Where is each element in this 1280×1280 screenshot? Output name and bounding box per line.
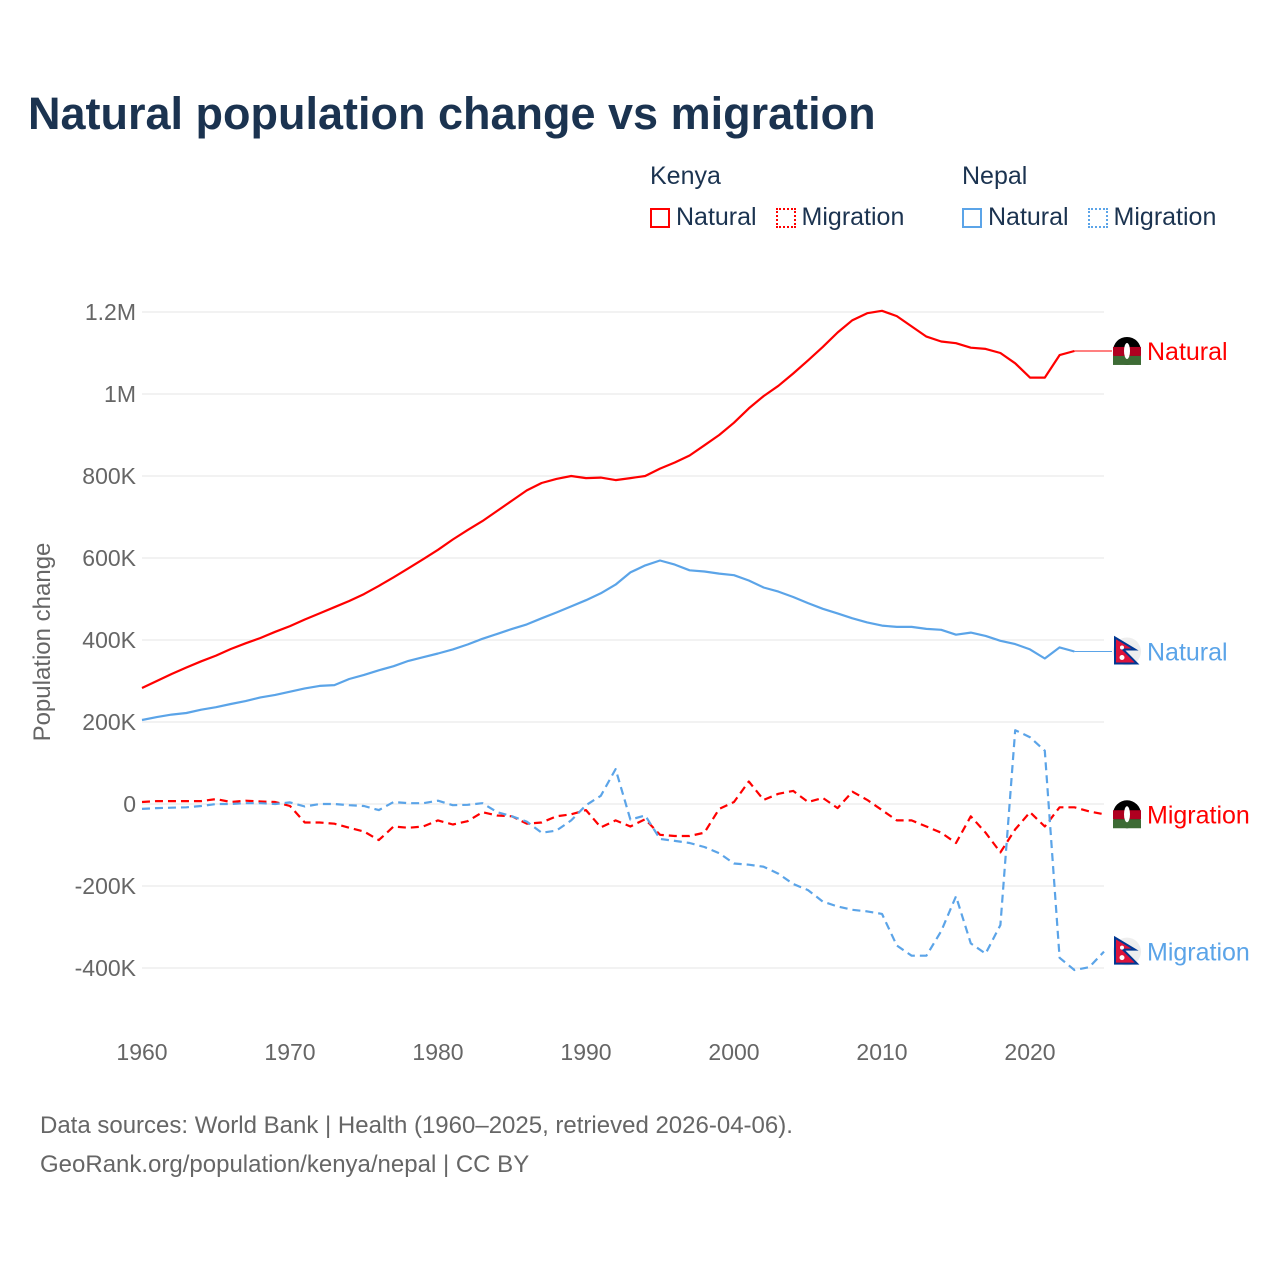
flag-kenya-icon bbox=[1113, 800, 1141, 829]
y-tick-label: -200K bbox=[75, 873, 137, 899]
y-tick-label: 200K bbox=[82, 709, 136, 735]
end-label-nepal-natural: Natural bbox=[1147, 638, 1228, 666]
flag-part bbox=[1120, 645, 1124, 650]
legend-item-nepal-migration[interactable]: Migration bbox=[1087, 203, 1217, 232]
series-line-kenya-natural bbox=[141, 309, 1075, 689]
flag-nepal-icon bbox=[1113, 935, 1141, 966]
series-line-nepal-migration bbox=[141, 729, 1105, 972]
legend-label: Natural bbox=[988, 203, 1069, 231]
flag-part bbox=[1119, 955, 1125, 961]
flag-part bbox=[1113, 819, 1141, 829]
flag-part bbox=[1120, 945, 1124, 950]
end-label-nepal-migration: Migration bbox=[1147, 939, 1250, 967]
x-tick-label: 2010 bbox=[856, 1039, 907, 1065]
x-tick-label: 1970 bbox=[264, 1039, 315, 1065]
x-tick-label: 1980 bbox=[412, 1039, 463, 1065]
x-tick-label: 1960 bbox=[116, 1039, 167, 1065]
y-tick-label: 800K bbox=[82, 463, 136, 489]
legend-swatch bbox=[775, 207, 796, 228]
y-tick-label: 600K bbox=[82, 545, 136, 571]
legend-swatch bbox=[650, 207, 670, 228]
legend-item-kenya-migration[interactable]: Migration bbox=[775, 203, 905, 232]
y-tick-label: -400K bbox=[75, 955, 137, 981]
flag-part bbox=[1124, 342, 1130, 359]
flag-kenya-icon bbox=[1113, 336, 1141, 365]
legend-group-label: Nepal bbox=[962, 162, 1028, 190]
y-tick-label: 1.2M bbox=[85, 299, 136, 325]
flag-part bbox=[1113, 355, 1141, 365]
series-line-nepal-natural bbox=[141, 559, 1075, 722]
source-note: Data sources: World Bank | Health (1960–… bbox=[40, 1106, 793, 1184]
x-tick-label: 1990 bbox=[560, 1039, 611, 1065]
x-tick-label: 2000 bbox=[708, 1039, 759, 1065]
y-tick-label: 0 bbox=[123, 791, 136, 817]
flag-part bbox=[1124, 806, 1130, 823]
chart-title: Natural population change vs migration bbox=[28, 88, 876, 139]
legend-item-kenya-natural[interactable]: Natural bbox=[650, 203, 757, 232]
legend-swatch bbox=[1087, 207, 1108, 228]
y-tick-label: 1M bbox=[104, 381, 136, 407]
legend-label: Natural bbox=[676, 203, 757, 231]
legend-label: Migration bbox=[801, 203, 905, 231]
end-label-kenya-natural: Natural bbox=[1147, 338, 1228, 366]
legend-swatch bbox=[962, 207, 982, 228]
source-link[interactable]: GeoRank.org/population/kenya/nepal | CC … bbox=[40, 1151, 530, 1178]
legend-group-label: Kenya bbox=[650, 162, 721, 190]
flag-nepal-icon bbox=[1113, 635, 1141, 666]
end-label-kenya-migration: Migration bbox=[1147, 801, 1250, 829]
legend-group-kenya: Kenya Natural Migration bbox=[650, 162, 916, 235]
x-tick-label: 2020 bbox=[1004, 1039, 1055, 1065]
y-tick-label: 400K bbox=[82, 627, 136, 653]
y-axis-label: Population change bbox=[29, 543, 56, 742]
flag-part bbox=[1119, 654, 1125, 660]
source-line-1: Data sources: World Bank | Health (1960–… bbox=[40, 1112, 793, 1139]
legend-item-nepal-natural[interactable]: Natural bbox=[962, 203, 1069, 232]
legend-label: Migration bbox=[1113, 203, 1217, 231]
legend-group-nepal: Nepal Natural Migration bbox=[962, 162, 1228, 235]
